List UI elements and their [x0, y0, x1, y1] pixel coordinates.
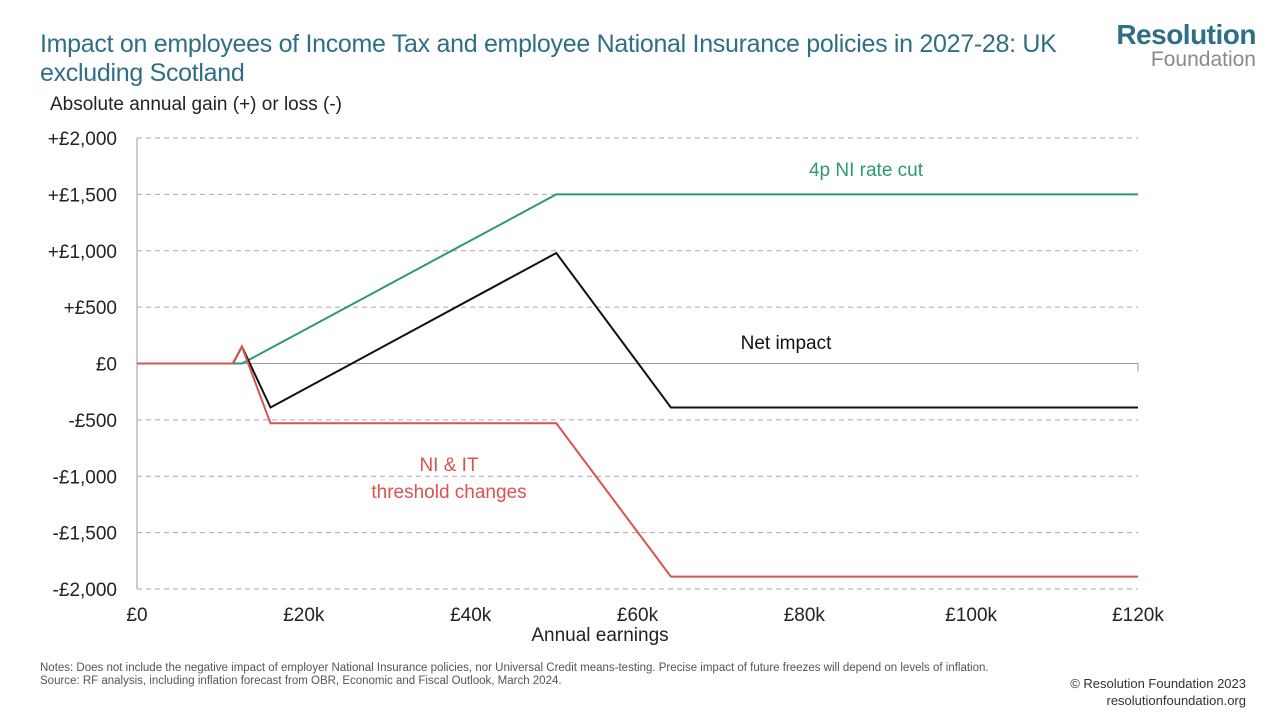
notes-text: Notes: Does not include the negative imp… — [40, 662, 989, 674]
logo-line2: Foundation — [1150, 48, 1256, 71]
y-tick-label: -£500 — [68, 411, 117, 432]
series-line — [137, 251, 1138, 409]
series-annotation: NI & IT — [419, 455, 479, 476]
logo-line1: Resolution — [1116, 19, 1256, 50]
x-tick-label: £40k — [450, 605, 492, 626]
x-axis-label: Annual earnings — [531, 625, 668, 646]
x-tick-label: £100k — [945, 605, 997, 626]
y-tick-label: +£500 — [64, 298, 117, 319]
chart-notes: Notes: Does not include the negative imp… — [40, 662, 1050, 688]
x-tick-label: £120k — [1112, 605, 1164, 626]
x-tick-label: £0 — [126, 605, 147, 626]
source-text: Source: RF analysis, including inflation… — [40, 675, 562, 687]
x-tick-label: £20k — [283, 605, 325, 626]
y-tick-label: -£2,000 — [53, 580, 117, 601]
series-annotation: Net impact — [741, 333, 833, 354]
y-tick-label: +£1,500 — [48, 185, 117, 206]
series-line — [137, 344, 1138, 578]
x-tick-label: £60k — [617, 605, 659, 626]
series-annotation: 4p NI rate cut — [809, 160, 924, 181]
y-tick-label: £0 — [96, 355, 117, 376]
copyright-text: © Resolution Foundation 2023 — [1070, 676, 1246, 691]
line-chart: +£2,000 +£1,500 +£1,000 +£500 £0 -£500 -£1,000… — [48, 129, 1165, 646]
series-annotation: threshold changes — [371, 482, 526, 503]
y-axis-label: Absolute annual gain (+) or loss (-) — [50, 94, 343, 115]
y-tick-label: -£1,000 — [53, 467, 117, 488]
footer-url: resolutionfoundation.org — [1106, 693, 1247, 708]
y-tick-label: +£2,000 — [48, 129, 117, 150]
y-tick-label: +£1,000 — [48, 242, 117, 263]
x-tick-label: £80k — [784, 605, 826, 626]
series-line — [137, 193, 1138, 365]
y-tick-label: -£1,500 — [53, 524, 117, 545]
footer: © Resolution Foundation 2023 resolutionf… — [1070, 675, 1246, 709]
resolution-foundation-logo: Resolution Foundation — [1116, 19, 1256, 71]
chart-title: Impact on employees of Income Tax and em… — [40, 30, 1057, 87]
